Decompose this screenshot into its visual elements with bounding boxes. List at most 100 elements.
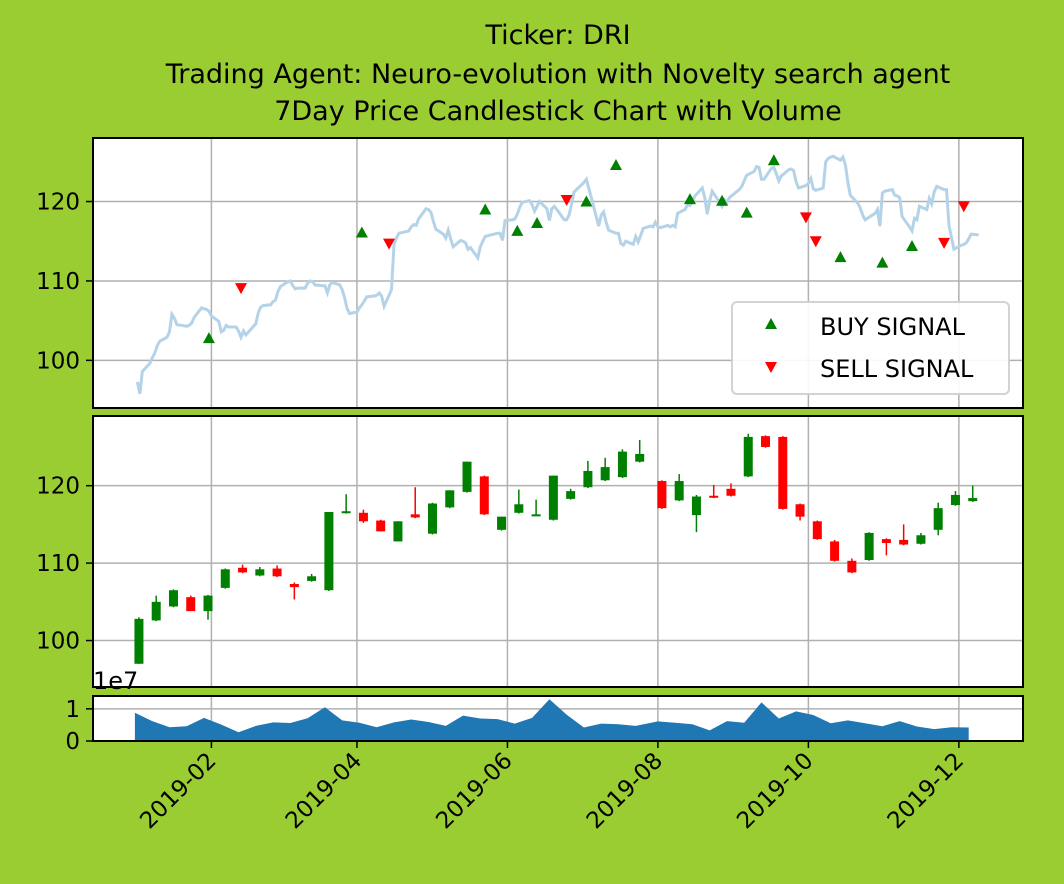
candle-body [186, 597, 196, 612]
candle [427, 502, 437, 535]
candle-body [916, 535, 926, 544]
candle-body [617, 451, 627, 478]
candle-body [812, 521, 822, 540]
buy-signal-marker [740, 206, 753, 218]
candle-body [220, 569, 230, 588]
title-line-3: 7Day Price Candlestick Chart with Volume [274, 96, 842, 127]
buy-signal-marker [716, 194, 729, 206]
title-line-1: Ticker: DRI [484, 20, 630, 51]
candle [933, 502, 943, 536]
price-ytick-label: 100 [36, 348, 80, 374]
candle [778, 436, 788, 510]
volume-scale-label: 1e7 [93, 667, 138, 695]
legend-sell-label: SELL SIGNAL [820, 355, 974, 383]
buy-signal-marker [834, 251, 847, 263]
candle [151, 595, 161, 622]
candle [761, 435, 771, 448]
price-y-axis: 100 110 120 [36, 190, 93, 374]
candle-body [881, 539, 891, 543]
candle-body [531, 514, 541, 517]
candle-ytick-label: 120 [36, 474, 80, 500]
candlesticks [134, 433, 978, 664]
candle [566, 488, 576, 500]
price-plot-frame [92, 137, 1024, 409]
volume-area [134, 699, 969, 741]
candle [617, 449, 627, 478]
xtick-label: 2019-10 [732, 748, 818, 834]
buy-signal-marker [511, 224, 524, 236]
buy-signal-marker [876, 256, 889, 268]
candle [743, 433, 753, 478]
candle [479, 475, 489, 516]
candle-plot-area [93, 416, 1023, 687]
sell-signal-marker [957, 201, 970, 213]
candle-body [307, 576, 317, 581]
legend-sell-marker [765, 362, 777, 373]
candle [307, 573, 317, 582]
candle-body [376, 520, 386, 532]
candle-grid [93, 416, 1023, 687]
candle-body [497, 516, 507, 530]
candle [795, 503, 805, 521]
candle-body [761, 436, 771, 447]
candle [674, 474, 684, 502]
legend: BUY SIGNAL SELL SIGNAL [731, 301, 1010, 395]
candle [916, 532, 926, 545]
buy-signal-marker [683, 193, 696, 205]
candle [462, 461, 472, 493]
volume-plot-frame [92, 695, 1024, 742]
candle-body [950, 494, 960, 506]
candle [393, 521, 403, 542]
candle-body [427, 503, 437, 534]
candle-body [255, 569, 265, 576]
candle [220, 568, 230, 589]
candle [691, 494, 701, 533]
candle-plot-frame [92, 415, 1024, 688]
price-line [135, 153, 979, 395]
candle-body [600, 467, 610, 481]
legend-buy-marker [765, 318, 777, 329]
candle [531, 499, 541, 517]
candle-body [548, 475, 558, 520]
sell-signal-marker [799, 212, 812, 224]
candle-body [635, 453, 645, 462]
candle-body [203, 595, 213, 612]
candle-body [778, 436, 788, 509]
x-axis: 2019-02 2019-04 2019-06 2019-08 2019-10 2019-… [135, 741, 969, 834]
price-ytick-label: 120 [36, 190, 80, 216]
candle [899, 524, 909, 546]
candle [376, 519, 386, 532]
sell-signal-marker [560, 194, 573, 206]
candle-body [168, 590, 178, 607]
xtick-label: 2019-04 [281, 748, 367, 834]
sell-signal-marker [938, 237, 951, 249]
sell-signal-marker [235, 283, 248, 295]
candle [709, 484, 719, 499]
candle-body [968, 498, 978, 502]
candle [186, 595, 196, 612]
candle-body [899, 539, 909, 545]
candle-body [462, 461, 472, 492]
candle-body [289, 584, 299, 588]
candle-body [795, 504, 805, 517]
volume-ytick-label: 0 [65, 729, 80, 755]
candle-body [583, 470, 593, 488]
candle [726, 483, 736, 497]
sell-signal-marker [383, 238, 396, 250]
candle-body [393, 521, 403, 542]
candle-body [847, 560, 857, 573]
candle [445, 490, 455, 509]
candle-body [933, 508, 943, 530]
candle [272, 565, 282, 578]
candle-body [479, 476, 489, 515]
candle-body [830, 541, 840, 561]
buy-signal-marker [355, 226, 368, 238]
candle-body [864, 532, 874, 561]
candle [830, 539, 840, 562]
candle-ytick-label: 100 [36, 629, 80, 655]
candle-body [514, 504, 524, 513]
candle [548, 475, 558, 521]
candle [812, 520, 822, 540]
buy-signal-marker [609, 159, 622, 170]
candle [324, 512, 334, 591]
